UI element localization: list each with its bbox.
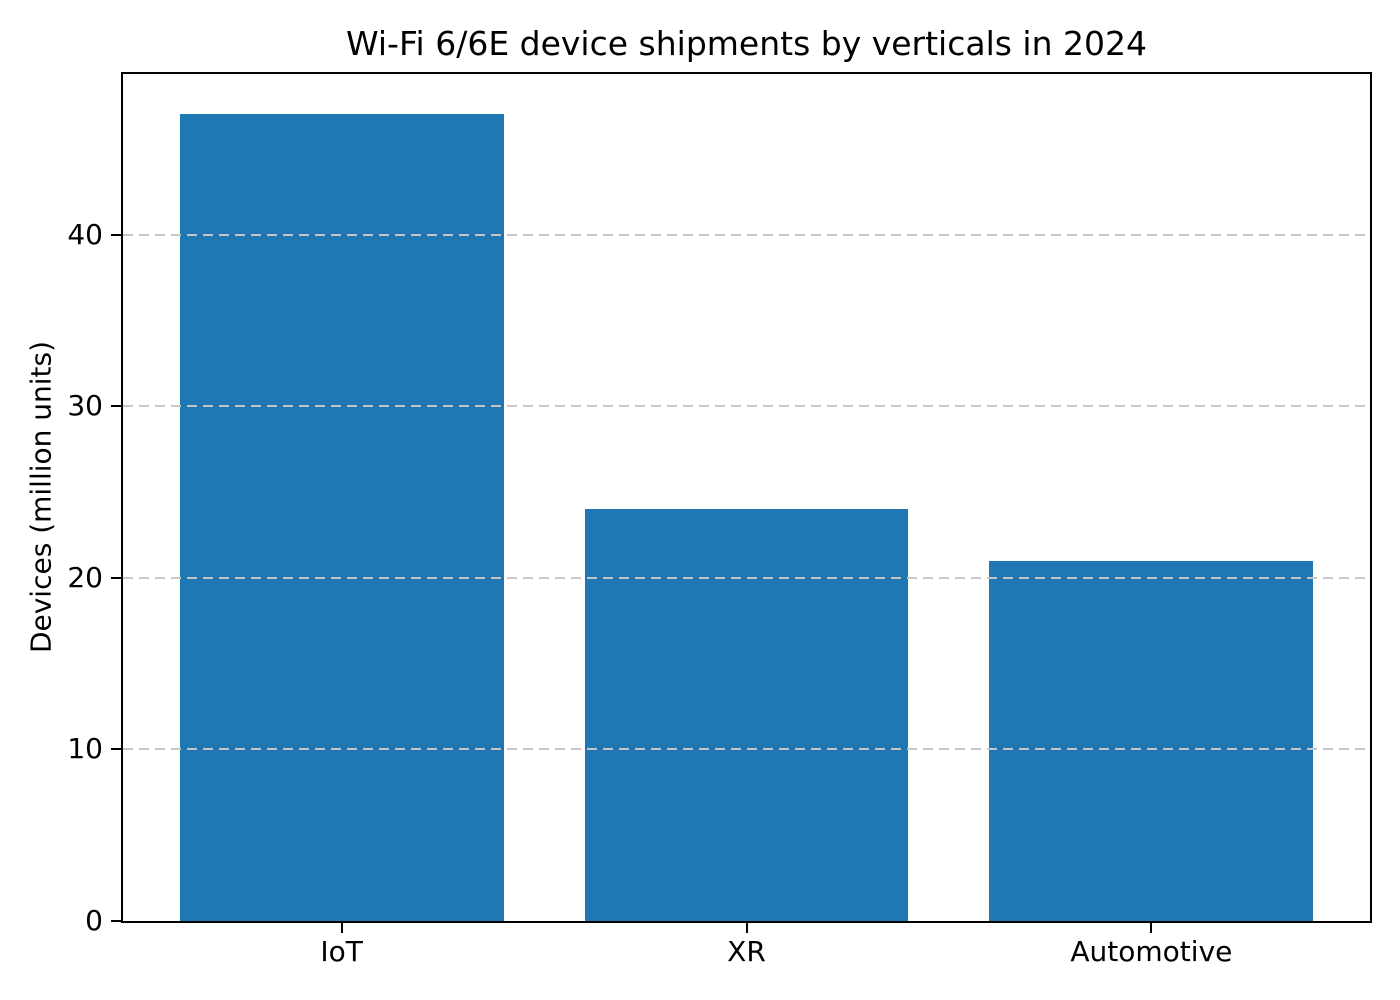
- gridline-y-40: [123, 233, 1370, 236]
- x-tick-mark-automotive: [1150, 923, 1153, 933]
- y-tick-label-40: 40: [67, 217, 103, 251]
- y-tick-label-20: 20: [67, 560, 103, 594]
- y-tick-mark-30: [111, 405, 121, 408]
- bar-automotive: [989, 560, 1314, 921]
- chart-title: Wi-Fi 6/6E device shipments by verticals…: [345, 24, 1147, 63]
- plot-area: [121, 72, 1372, 923]
- y-tick-label-0: 0: [85, 904, 103, 937]
- bar-iot: [179, 114, 504, 921]
- x-tick-label-iot: IoT: [320, 935, 363, 968]
- gridline-y-20: [123, 576, 1370, 579]
- x-tick-mark-xr: [745, 923, 748, 933]
- y-tick-mark-40: [111, 233, 121, 236]
- gridline-y-30: [123, 405, 1370, 408]
- bar-xr: [584, 509, 909, 921]
- y-tick-mark-10: [111, 748, 121, 751]
- y-tick-label-30: 30: [67, 389, 103, 423]
- y-axis-label: Devices (million units): [24, 340, 58, 654]
- x-tick-mark-iot: [340, 923, 343, 933]
- y-tick-mark-20: [111, 576, 121, 579]
- gridline-y-10: [123, 748, 1370, 751]
- y-tick-label-10: 10: [67, 732, 103, 766]
- x-tick-label-xr: XR: [727, 935, 766, 968]
- y-tick-mark-0: [111, 920, 121, 922]
- x-tick-label-automotive: Automotive: [1070, 935, 1233, 968]
